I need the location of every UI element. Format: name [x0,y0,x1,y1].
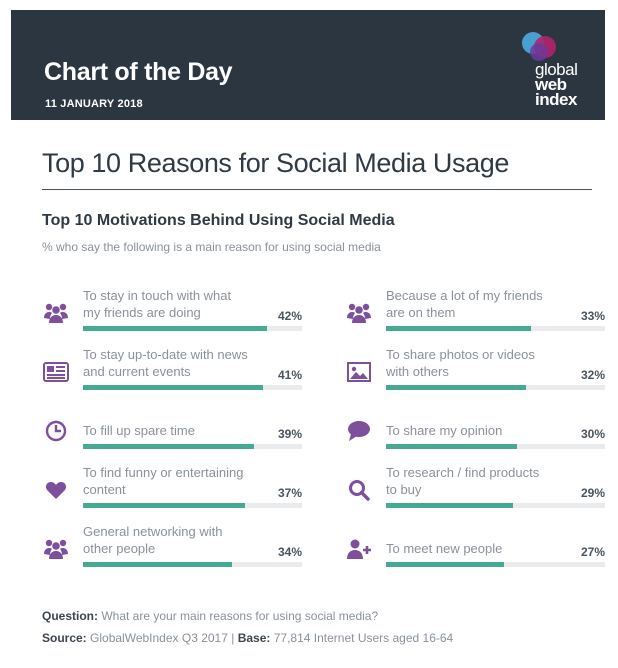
bar-track [83,326,302,331]
chart-row: To share my opinion 30% [345,405,605,459]
bar-track [83,444,302,449]
add-person-icon [345,535,373,563]
bar-track [83,562,302,567]
source-label: Source: [42,631,87,645]
question-text: What are your main reasons for using soc… [101,609,379,623]
heart-icon [42,476,70,504]
chart-row: To share photos or videos with others 32% [345,346,605,400]
brand-logo: global web index [513,24,603,116]
source-text: GlobalWebIndex Q3 2017 [90,631,228,645]
bar [83,326,267,331]
page-title: Top 10 Reasons for Social Media Usage [42,148,509,178]
bar-label: To share photos or videos with others [386,347,535,379]
chart-title: Top 10 Motivations Behind Using Social M… [42,212,395,229]
bar-track [386,385,605,390]
header-banner: Chart of the Day 11 JANUARY 2018 global … [11,10,605,120]
bar [83,503,246,508]
bar-value-label: 30% [580,427,605,441]
base-text: 77,814 Internet Users aged 16-64 [273,631,454,645]
chart-row: To meet new people 27% [345,523,605,577]
bar-value-label: 32% [580,368,605,382]
header-title: Chart of the Day [44,58,233,86]
bar [83,444,254,449]
logo-circles-icon [522,32,556,61]
bar [386,326,531,331]
bar [83,385,263,390]
chart-row: General networking with other people 34% [42,523,302,577]
logo-line-global: global [535,60,578,79]
bar-value-label: 27% [580,545,605,559]
logo-line-web: web [535,75,567,94]
chart-row: To find funny or entertaining content 37% [42,464,302,518]
footer-question: Question: What are your main reasons for… [42,609,378,623]
clock-icon [42,417,70,445]
bar-track [386,503,605,508]
base-label: Base: [237,631,271,645]
bar-value-label: 37% [277,486,302,500]
bar-value-label: 42% [277,309,302,323]
bar-label: Because a lot of my friends are on them [386,288,543,320]
question-label: Question: [42,609,98,623]
bar-value-label: 29% [580,486,605,500]
bar-label: To research / find products to buy [386,465,540,497]
group-icon [345,299,373,327]
chart-row: To stay in touch with what my friends ar… [42,287,302,341]
newspaper-icon [42,358,70,386]
footer-source: Source: GlobalWebIndex Q3 2017 | Base: 7… [42,631,453,645]
bar-track [83,503,302,508]
bar-track [386,562,605,567]
chart-row: To research / find products to buy 29% [345,464,605,518]
bar-value-label: 34% [277,545,302,559]
logo-wordmark: global web index [535,60,578,109]
bar-label: To find funny or entertaining content [83,465,244,497]
bar-value-label: 33% [580,309,605,323]
chart-row: To fill up spare time 39% [42,405,302,459]
bar-label: General networking with other people [83,524,223,556]
bar-track [386,444,605,449]
header-date: 11 JANUARY 2018 [45,98,143,110]
bar-value-label: 39% [277,427,302,441]
chart-row: Because a lot of my friends are on them 3… [345,287,605,341]
group-icon [42,535,70,563]
bar [386,444,518,449]
bar [83,562,232,567]
bar-label: To stay in touch with what my friends ar… [83,288,232,320]
search-icon [345,476,373,504]
group-icon [42,299,70,327]
chart-subtitle: % who say the following is a main reason… [42,240,381,254]
bar [386,503,514,508]
bar-track [386,326,605,331]
title-divider [42,189,592,190]
bar-label: To stay up-to-date with news and current… [83,347,248,379]
footer-separator: | [231,631,235,645]
bar-value-label: 41% [277,368,302,382]
bar-label: To meet new people [386,541,503,556]
bar [386,562,505,567]
chart-row: To stay up-to-date with news and current… [42,346,302,400]
logo-line-index: index [535,90,577,109]
bar [386,385,527,390]
speech-bubble-icon [345,417,373,445]
bar-label: To fill up spare time [83,423,195,438]
image-icon [345,358,373,386]
bar-label: To share my opinion [386,423,503,438]
bar-track [83,385,302,390]
